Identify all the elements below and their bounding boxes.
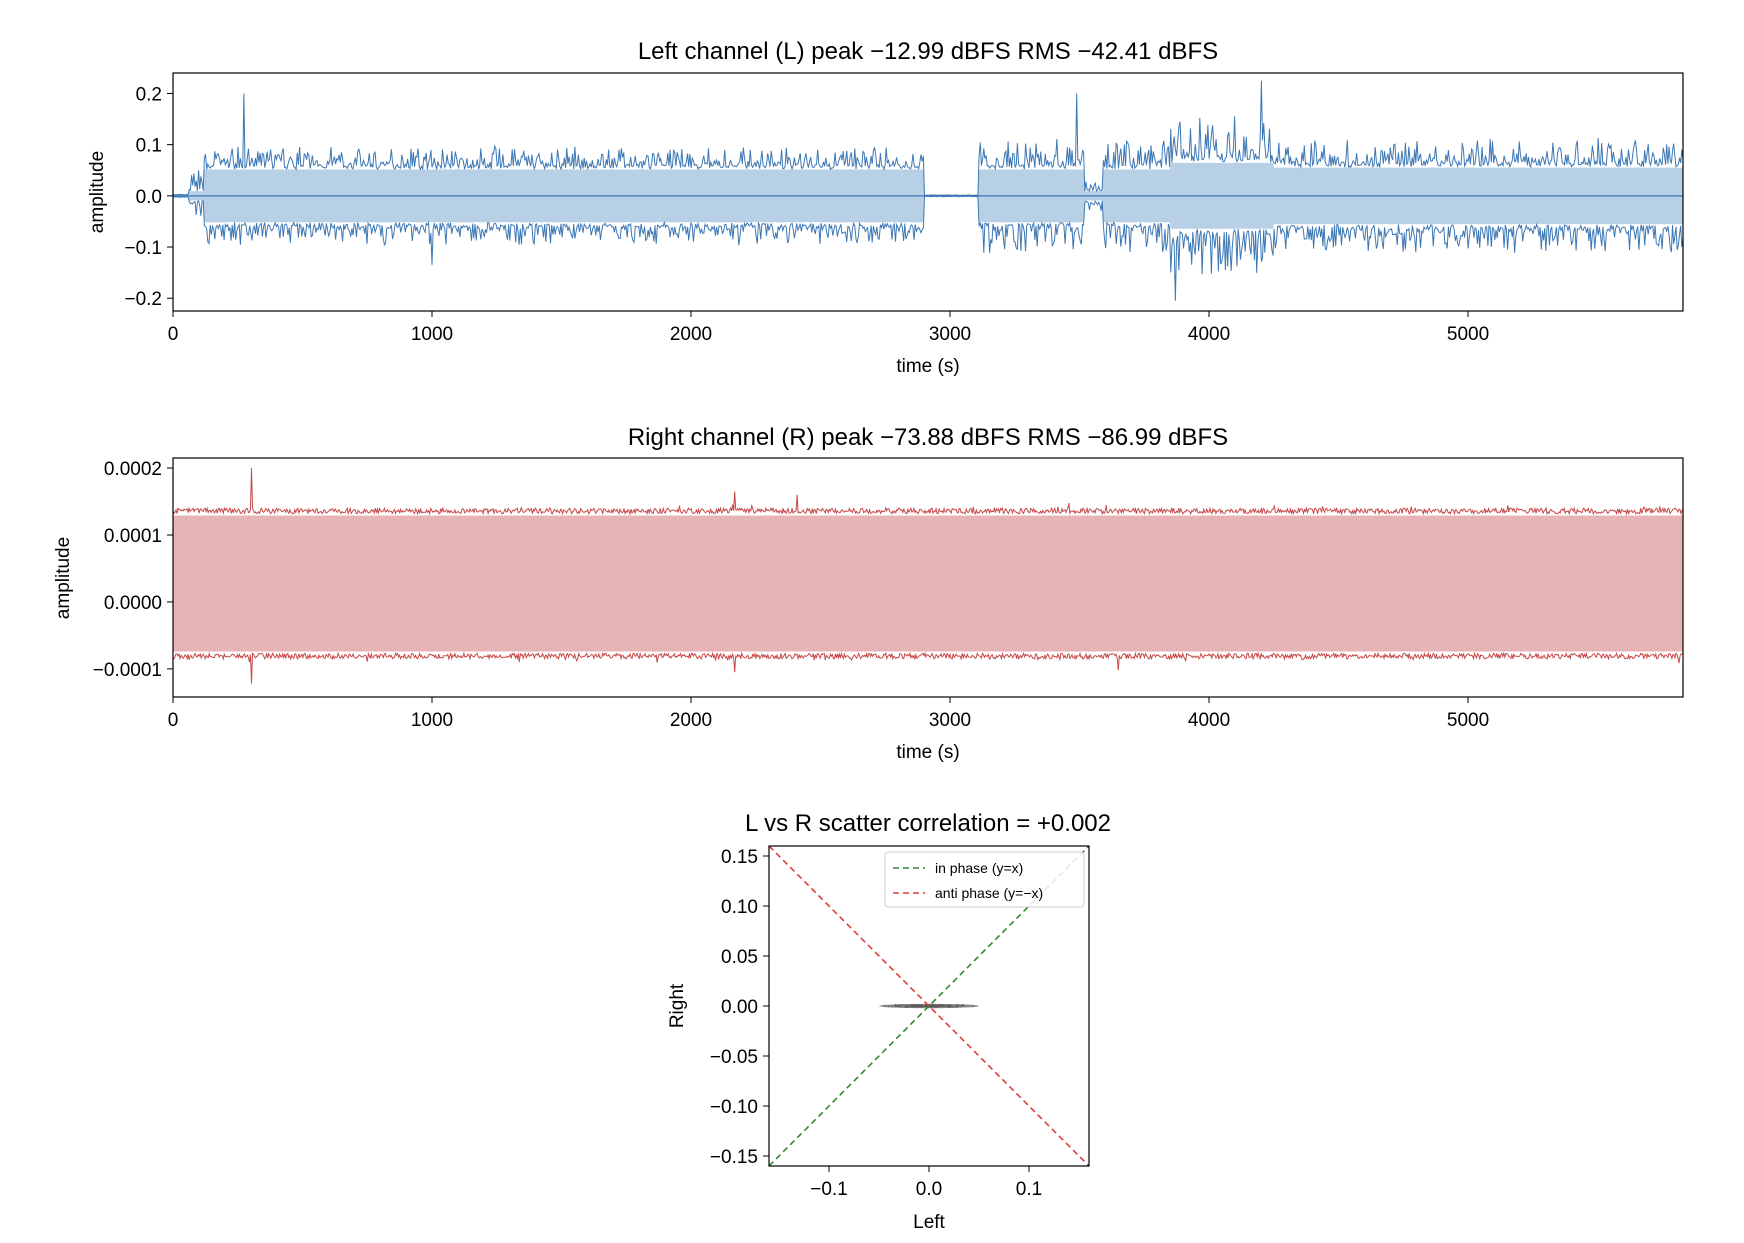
scatter-x-tick-label: 0.1 bbox=[1016, 1179, 1042, 1200]
right-channel-title: Right channel (R) peak −73.88 dBFS RMS −… bbox=[628, 424, 1228, 451]
legend-anti-phase-label: anti phase (y=−x) bbox=[935, 885, 1043, 901]
scatter-data bbox=[768, 845, 1090, 1167]
anti-phase-line bbox=[768, 845, 1090, 1167]
scatter-title: L vs R scatter correlation = +0.002 bbox=[745, 810, 1111, 837]
left-channel-y-tick-label: 0.0 bbox=[136, 187, 162, 208]
scatter-y-ticks: 0.15 0.10 0.05 0.00 −0.05 −0.10 −0.15 bbox=[710, 847, 769, 1168]
right-channel-x-label: time (s) bbox=[896, 742, 959, 763]
left-channel-title: Left channel (L) peak −12.99 dBFS RMS −4… bbox=[638, 38, 1218, 65]
left-channel-plot: Left channel (L) peak −12.99 dBFS RMS −4… bbox=[87, 38, 1684, 377]
left-channel-x-label: time (s) bbox=[896, 356, 959, 377]
scatter-x-ticks: −0.1 0.0 0.1 bbox=[810, 1166, 1042, 1200]
legend-in-phase-label: in phase (y=x) bbox=[935, 860, 1023, 876]
scatter-point-cluster bbox=[879, 1003, 979, 1009]
legend-box bbox=[884, 851, 1085, 908]
left-channel-y-tick-label: −0.2 bbox=[124, 289, 162, 310]
scatter-x-tick-label: −0.1 bbox=[810, 1179, 848, 1200]
left-channel-x-tick-label: 3000 bbox=[929, 324, 971, 345]
scatter-y-tick-label: 0.05 bbox=[721, 947, 758, 968]
scatter-x-label: Left bbox=[913, 1212, 945, 1233]
left-channel-x-tick-label: 1000 bbox=[411, 324, 453, 345]
left-channel-waveform bbox=[172, 80, 1684, 301]
right-channel-axes-frame bbox=[172, 457, 1684, 698]
right-channel-x-tick-label: 2000 bbox=[670, 710, 712, 731]
scatter-y-tick-label: −0.05 bbox=[710, 1047, 758, 1068]
scatter-y-label: Right bbox=[667, 983, 688, 1028]
left-channel-x-tick-label: 4000 bbox=[1188, 324, 1230, 345]
scatter-legend: in phase (y=x) anti phase (y=−x) bbox=[884, 851, 1085, 908]
scatter-x-tick-label: 0.0 bbox=[916, 1179, 942, 1200]
right-channel-plot: Right channel (R) peak −73.88 dBFS RMS −… bbox=[53, 424, 1684, 763]
left-channel-y-tick-label: 0.2 bbox=[136, 84, 162, 105]
left-channel-y-label: amplitude bbox=[87, 151, 108, 233]
right-channel-y-tick-label: −0.0001 bbox=[93, 660, 162, 681]
right-channel-upper-envelope bbox=[172, 467, 1684, 516]
right-channel-fill bbox=[173, 515, 1683, 652]
right-channel-x-tick-label: 5000 bbox=[1447, 710, 1489, 731]
right-channel-y-tick-label: 0.0001 bbox=[104, 526, 162, 547]
right-channel-y-tick-label: 0.0000 bbox=[104, 593, 162, 614]
right-channel-waveform bbox=[172, 467, 1684, 684]
right-channel-y-tick-label: 0.0002 bbox=[104, 459, 162, 480]
scatter-y-tick-label: −0.10 bbox=[710, 1097, 758, 1118]
left-channel-y-ticks: 0.2 0.1 0.0 −0.1 −0.2 bbox=[124, 84, 173, 310]
right-channel-x-tick-label: 3000 bbox=[929, 710, 971, 731]
right-channel-x-tick-label: 4000 bbox=[1188, 710, 1230, 731]
left-channel-x-tick-label: 5000 bbox=[1447, 324, 1489, 345]
left-channel-x-tick-label: 2000 bbox=[670, 324, 712, 345]
scatter-y-tick-label: 0.10 bbox=[721, 897, 758, 918]
right-channel-x-tick-label: 1000 bbox=[411, 710, 453, 731]
scatter-y-tick-label: 0.15 bbox=[721, 847, 758, 868]
right-channel-x-tick-label: 0 bbox=[168, 710, 179, 731]
right-channel-y-label: amplitude bbox=[53, 537, 74, 619]
left-channel-y-tick-label: 0.1 bbox=[136, 136, 162, 157]
right-channel-x-ticks: 0 1000 2000 3000 4000 5000 bbox=[168, 697, 1489, 731]
lr-scatter-plot: L vs R scatter correlation = +0.002 −0.1… bbox=[667, 810, 1111, 1233]
scatter-y-tick-label: 0.00 bbox=[721, 997, 758, 1018]
left-channel-x-tick-label: 0 bbox=[168, 324, 179, 345]
right-channel-lower-envelope bbox=[172, 651, 1684, 684]
left-channel-axes-frame bbox=[172, 72, 1684, 312]
left-channel-y-tick-label: −0.1 bbox=[124, 238, 162, 259]
right-channel-y-ticks: 0.0002 0.0001 0.0000 −0.0001 bbox=[93, 459, 173, 681]
scatter-y-tick-label: −0.15 bbox=[710, 1147, 758, 1168]
left-channel-x-ticks: 0 1000 2000 3000 4000 5000 bbox=[168, 311, 1489, 345]
in-phase-line bbox=[768, 845, 1090, 1167]
